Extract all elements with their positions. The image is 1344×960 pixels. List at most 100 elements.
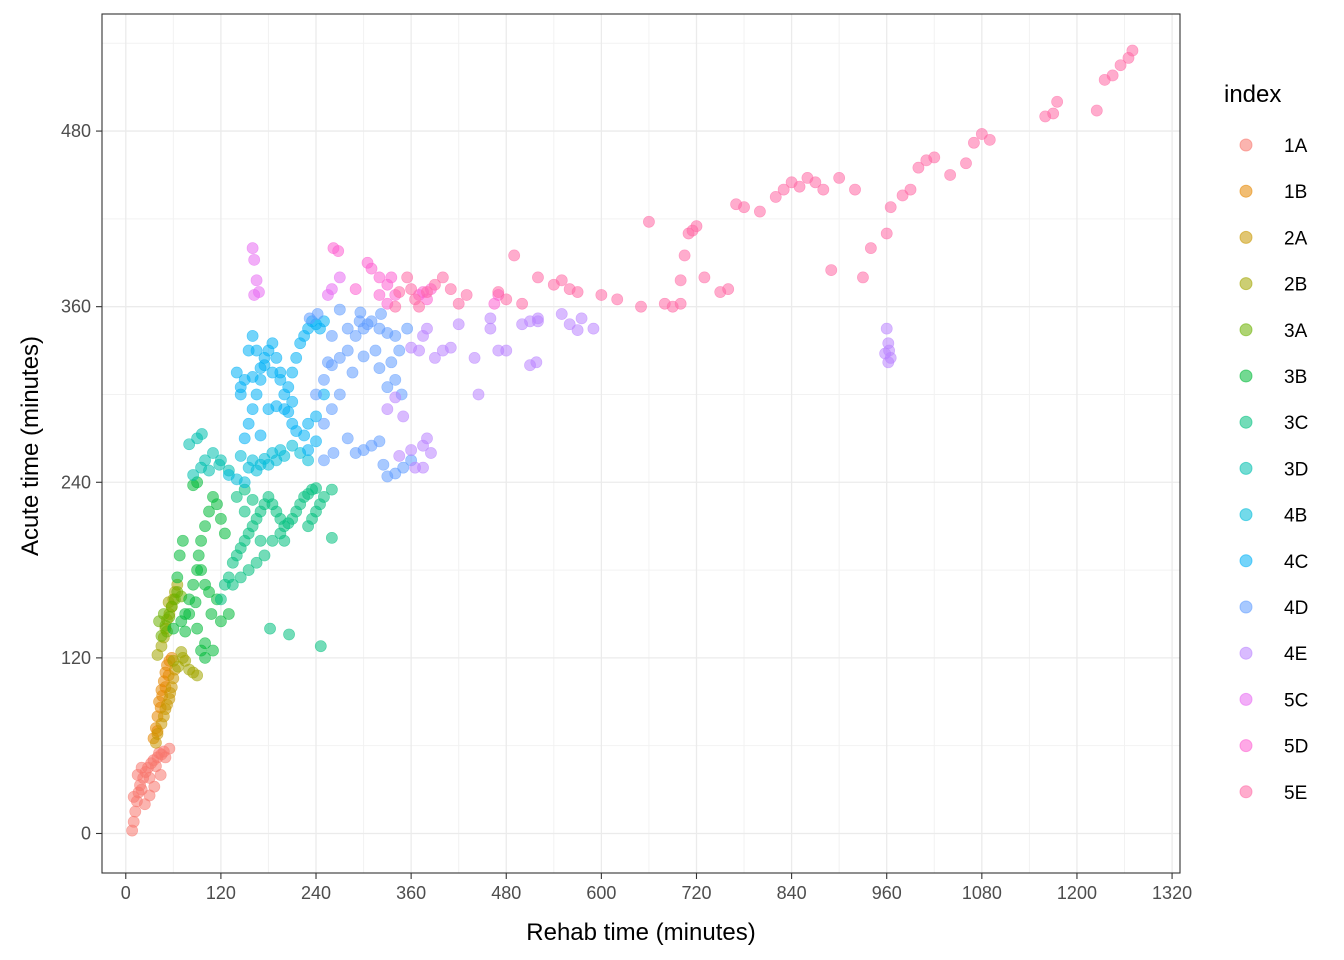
data-point <box>389 391 402 404</box>
data-point <box>690 220 703 233</box>
data-point <box>563 318 576 331</box>
data-point <box>230 491 243 503</box>
legend-item: 5D <box>1239 737 1308 758</box>
legend-item: 4E <box>1239 644 1307 665</box>
data-point <box>191 669 204 682</box>
data-point <box>207 447 219 459</box>
data-point <box>214 593 227 606</box>
data-point <box>857 271 869 284</box>
data-point <box>183 438 196 451</box>
data-point <box>401 271 414 284</box>
data-point <box>1090 104 1103 117</box>
data-point <box>425 447 437 459</box>
legend-label: 5C <box>1284 690 1308 711</box>
data-point <box>254 534 267 547</box>
data-point <box>722 283 735 296</box>
data-point <box>413 344 425 357</box>
data-point <box>203 505 215 518</box>
legend-swatch <box>1239 415 1253 429</box>
data-point <box>310 410 322 423</box>
data-point <box>389 330 402 342</box>
data-point <box>195 534 207 547</box>
legend-item: 5E <box>1239 783 1307 804</box>
data-point <box>266 337 279 350</box>
data-point <box>157 710 170 723</box>
x-tick-label: 1080 <box>962 883 1002 903</box>
data-point <box>361 318 374 331</box>
data-point <box>129 805 142 818</box>
data-point <box>421 286 433 298</box>
series-2A <box>149 663 181 749</box>
data-point <box>332 245 345 257</box>
data-point <box>211 498 223 511</box>
legend-item: 3C <box>1239 413 1308 434</box>
data-point <box>373 362 386 375</box>
data-point <box>258 351 271 364</box>
legend-label: 3D <box>1284 459 1308 480</box>
data-point <box>349 283 362 296</box>
data-point <box>135 783 148 796</box>
data-point <box>311 308 324 320</box>
legend-swatch <box>1239 461 1253 475</box>
data-point <box>254 429 267 442</box>
data-point <box>242 564 255 576</box>
data-point <box>833 171 846 184</box>
data-point <box>365 262 378 275</box>
data-point <box>187 469 200 481</box>
data-point <box>444 283 457 296</box>
legend-label: 5D <box>1284 737 1308 758</box>
data-point <box>176 651 189 664</box>
legend-label: 1B <box>1284 182 1307 203</box>
data-point <box>429 278 441 291</box>
x-tick-label: 840 <box>777 883 807 903</box>
data-point <box>516 297 529 310</box>
data-point <box>532 315 544 328</box>
legend-title: index <box>1224 81 1281 108</box>
data-point <box>286 366 299 379</box>
data-point <box>173 549 186 562</box>
data-point <box>310 482 322 495</box>
x-tick-label: 360 <box>396 883 426 903</box>
data-point <box>643 215 655 228</box>
data-point <box>314 640 327 653</box>
legend-swatch <box>1239 369 1253 383</box>
y-tick-label: 120 <box>61 648 91 668</box>
y-axis: 0 120 240 360 480 <box>61 121 102 843</box>
data-point <box>555 274 568 287</box>
data-point <box>286 417 299 430</box>
legend-item: 2A <box>1239 228 1308 249</box>
x-tick-label: 480 <box>491 883 521 903</box>
data-point <box>896 189 909 202</box>
legend-label: 1A <box>1284 136 1308 157</box>
data-point <box>234 450 247 462</box>
data-point <box>189 596 202 609</box>
data-point <box>127 791 140 803</box>
data-point <box>678 249 691 262</box>
data-point <box>203 464 215 477</box>
data-point <box>777 183 790 196</box>
data-point <box>880 227 893 240</box>
data-point <box>928 151 941 164</box>
series-4B <box>222 439 314 489</box>
legend-item: 3D <box>1239 459 1308 480</box>
x-tick-label: 240 <box>301 883 331 903</box>
data-point <box>191 622 204 635</box>
data-point <box>397 410 410 423</box>
data-point <box>298 429 311 442</box>
data-point <box>242 344 255 357</box>
data-point <box>230 473 243 486</box>
data-point <box>1114 59 1127 72</box>
data-point <box>282 381 295 394</box>
series-3C <box>214 482 338 653</box>
data-point <box>226 578 239 591</box>
data-point <box>325 403 338 416</box>
data-point <box>381 403 394 416</box>
data-point <box>278 534 291 547</box>
data-point <box>264 622 276 635</box>
data-point <box>164 687 177 699</box>
data-point <box>246 371 259 383</box>
x-tick-label: 0 <box>121 883 131 903</box>
data-point <box>258 549 271 562</box>
data-point <box>306 512 318 525</box>
y-tick-label: 480 <box>61 121 91 141</box>
